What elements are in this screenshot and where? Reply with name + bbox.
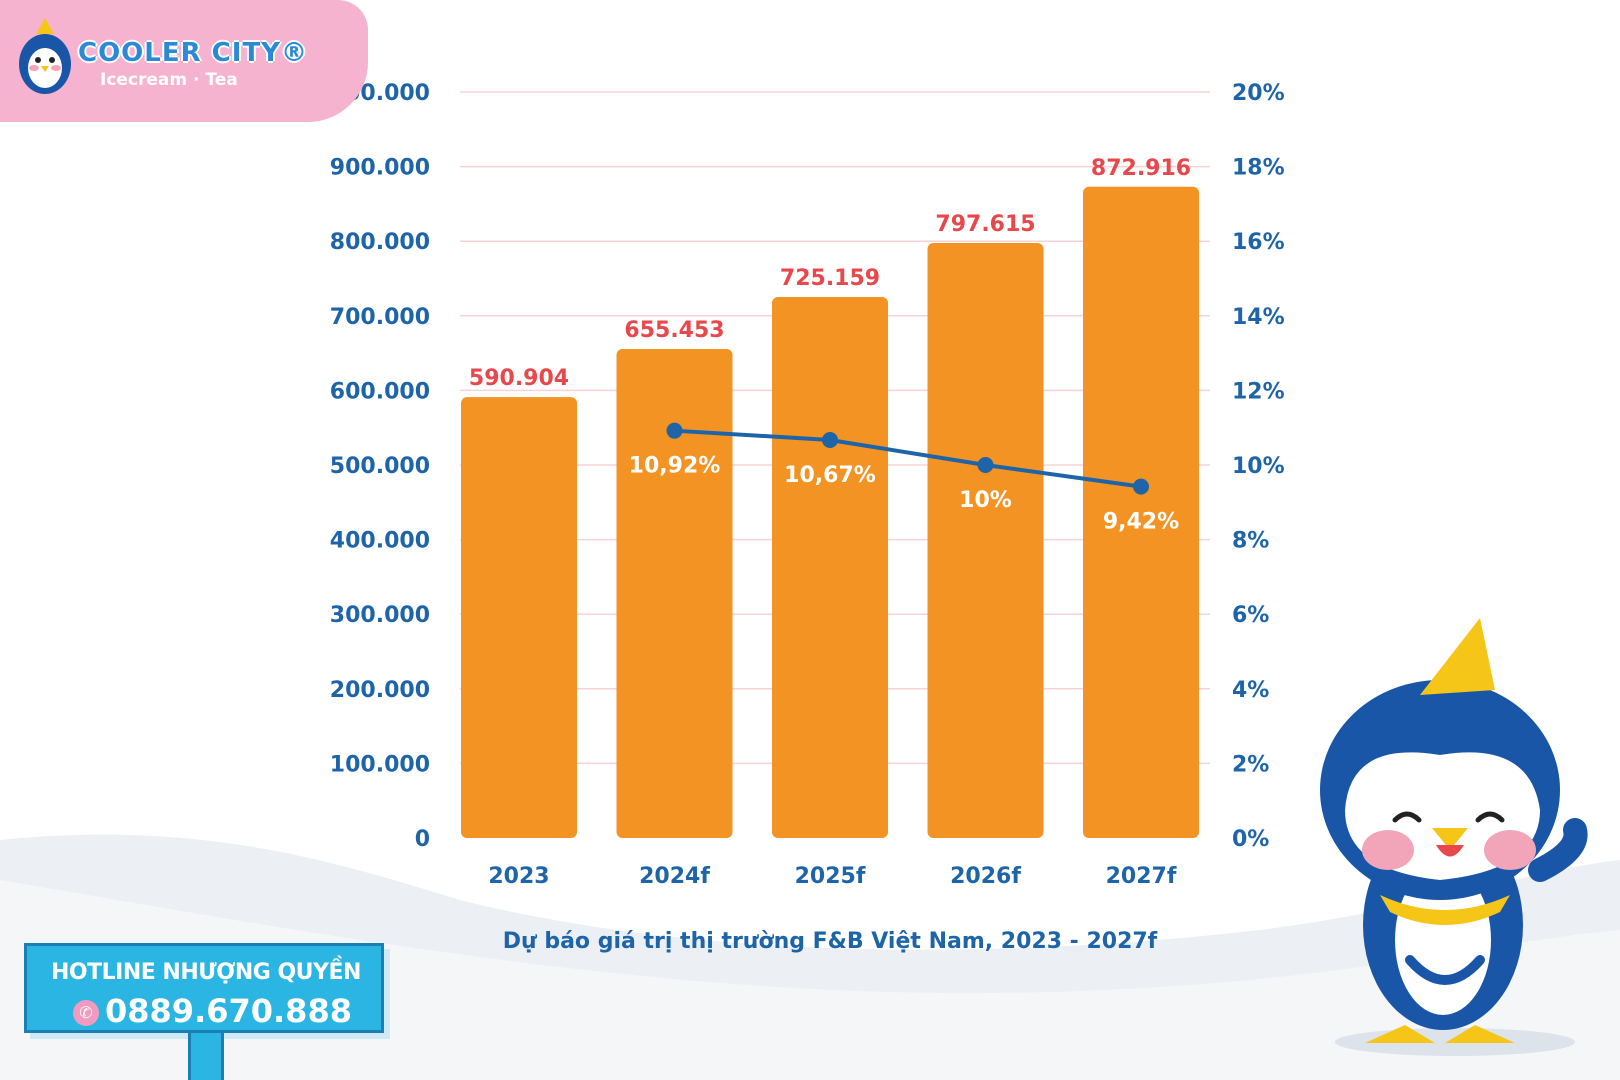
bar-value-label: 872.916 xyxy=(1091,156,1191,181)
hotline-phone-number[interactable]: 0889.670.888 xyxy=(105,992,352,1030)
bar-2026f xyxy=(927,242,1044,838)
y-tick-label-right: 14% xyxy=(1232,305,1285,330)
y-tick-label-left: 600.000 xyxy=(330,379,430,404)
hotline-title: HOTLINE NHƯỢNG QUYỀN xyxy=(51,960,361,985)
growth-rate-point xyxy=(666,422,683,439)
growth-rate-label: 10,92% xyxy=(629,454,721,479)
y-tick-label-right: 20% xyxy=(1232,81,1285,106)
snow-hill-highlight xyxy=(0,880,1620,1080)
y-tick-label-left: 200.000 xyxy=(330,678,430,703)
x-tick-label: 2026f xyxy=(950,864,1021,889)
bars xyxy=(461,186,1199,838)
bar-2023 xyxy=(461,397,577,838)
y-tick-label-right: 0% xyxy=(1232,827,1269,852)
growth-rate-label: 10% xyxy=(959,488,1012,513)
y-tick-label-right: 6% xyxy=(1232,603,1269,628)
y-tick-label-right: 4% xyxy=(1232,678,1269,703)
growth-rate-point xyxy=(1133,478,1149,495)
growth-rate-point xyxy=(822,432,838,449)
bar-2024f xyxy=(616,349,733,838)
y-tick-label-right: 18% xyxy=(1232,156,1285,181)
y-tick-label-left: 900.000 xyxy=(330,156,430,181)
y-tick-label-left: 0 xyxy=(415,827,430,852)
growth-rate-label: 9,42% xyxy=(1103,510,1179,535)
y-tick-label-right: 2% xyxy=(1232,752,1269,777)
brand-badge[interactable]: COOLER CITY® Icecream · Tea xyxy=(0,0,368,122)
y-tick-label-left: 300.000 xyxy=(330,603,430,628)
y-tick-label-left: 100.000 xyxy=(330,752,430,777)
hotline-sign[interactable]: HOTLINE NHƯỢNG QUYỀN ✆ 0889.670.888 xyxy=(24,943,384,1033)
growth-rate-line xyxy=(674,428,1142,489)
x-tick-label: 2027f xyxy=(1106,864,1177,889)
x-tick-label: 2025f xyxy=(795,864,866,889)
y-tick-label-right: 8% xyxy=(1232,529,1269,554)
growth-line xyxy=(666,422,1149,495)
y-tick-label-right: 16% xyxy=(1232,230,1285,255)
y-tick-label-left: 400.000 xyxy=(330,529,430,554)
penguin-mascot-illustration xyxy=(1320,618,1588,1056)
bar-value-label: 655.453 xyxy=(624,318,724,343)
y-tick-label-right: 12% xyxy=(1232,379,1285,404)
phone-icon: ✆ xyxy=(73,1000,99,1026)
y-tick-label-left: 700.000 xyxy=(330,305,430,330)
y-tick-label-left: 800.000 xyxy=(330,230,430,255)
bar-value-label: 725.159 xyxy=(780,266,880,291)
bar-2025f xyxy=(772,297,888,838)
y-tick-label-right: 10% xyxy=(1232,454,1285,479)
brand-tagline: Icecream · Tea xyxy=(100,70,238,90)
brand-name: COOLER CITY® xyxy=(78,38,309,68)
bar-2027f xyxy=(1083,186,1199,838)
bar-value-label: 590.904 xyxy=(469,366,569,391)
y-tick-label-left: 500.000 xyxy=(330,454,430,479)
growth-rate-point xyxy=(977,457,994,473)
chart-labels: 0 0% 100.000 2% 200.000 4% 300.000 6% 400.000 8% 5… xyxy=(306,81,1285,889)
x-tick-label: 2023 xyxy=(488,864,549,889)
growth-rate-label: 10,67% xyxy=(784,463,876,488)
chart-title: Dự báo giá trị thị trường F&B Việt Nam, … xyxy=(503,929,1158,954)
penguin-logo-icon xyxy=(19,18,71,94)
bar-value-label: 797.615 xyxy=(935,212,1035,237)
hotline-sign-post xyxy=(188,1033,224,1080)
x-tick-label: 2024f xyxy=(639,864,710,889)
